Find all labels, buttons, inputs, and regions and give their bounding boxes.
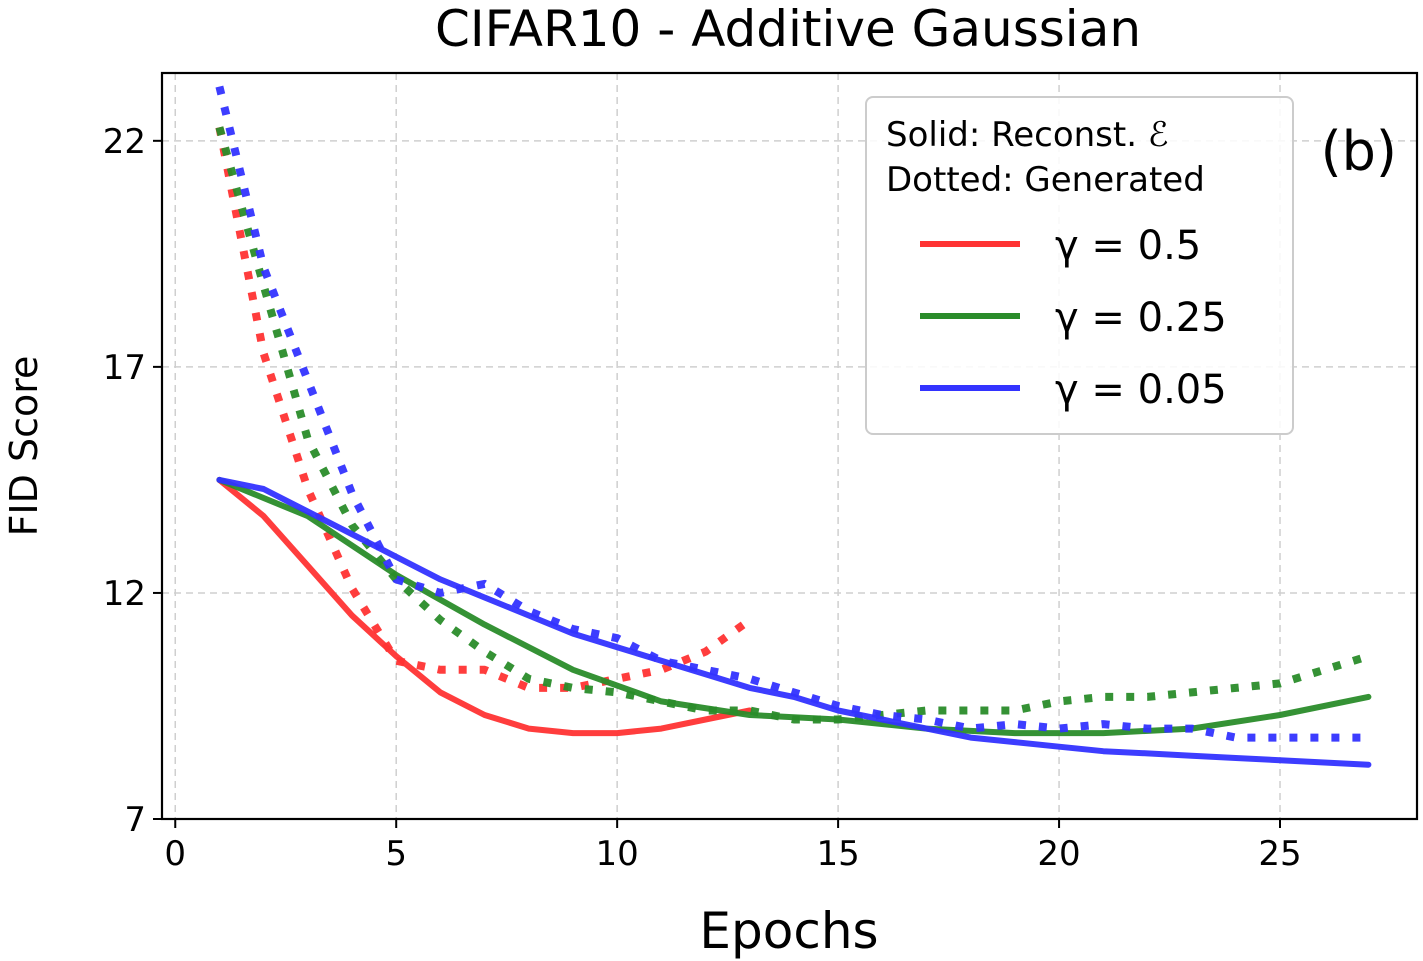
chart-title: CIFAR10 - Additive Gaussian — [435, 0, 1141, 58]
legend-label-gamma-0-5: γ = 0.5 — [1055, 223, 1201, 269]
plot-area — [160, 71, 1419, 821]
y-tick-label: 7 — [124, 800, 146, 840]
x-tick-label: 10 — [596, 834, 639, 874]
y-tick-label: 17 — [103, 348, 146, 388]
legend: Solid: Reconst. ℰ Dotted: Generated γ = … — [865, 96, 1294, 435]
panel-tag: (b) — [1321, 120, 1397, 183]
series-line-generated-3 — [215, 126, 1370, 724]
legend-label-gamma-0-05: γ = 0.05 — [1055, 367, 1227, 413]
series-line-generated-1 — [215, 126, 753, 692]
x-axis-ticks: 0 5 10 15 20 25 — [164, 819, 1302, 874]
series-group — [215, 85, 1372, 768]
x-axis-label: Epochs — [699, 902, 878, 960]
y-tick-label: 12 — [103, 574, 146, 614]
x-tick-label: 25 — [1258, 834, 1301, 874]
legend-note-dotted: Dotted: Generated — [886, 160, 1205, 200]
legend-box — [865, 96, 1294, 435]
series-line-reconstruction-4 — [216, 476, 1372, 768]
series-line-generated-5 — [215, 85, 1369, 742]
y-axis-ticks: 7 12 17 22 — [103, 122, 162, 840]
x-tick-label: 0 — [164, 834, 186, 874]
legend-label-gamma-0-25: γ = 0.25 — [1055, 295, 1227, 341]
x-tick-label: 5 — [385, 834, 407, 874]
series-line-reconstruction-0 — [216, 476, 753, 737]
x-tick-label: 20 — [1037, 834, 1080, 874]
legend-note-solid: Solid: Reconst. ℰ — [886, 115, 1168, 155]
x-tick-label: 15 — [816, 834, 859, 874]
y-tick-label: 22 — [103, 122, 146, 162]
y-axis-label: FID Score — [2, 356, 46, 537]
